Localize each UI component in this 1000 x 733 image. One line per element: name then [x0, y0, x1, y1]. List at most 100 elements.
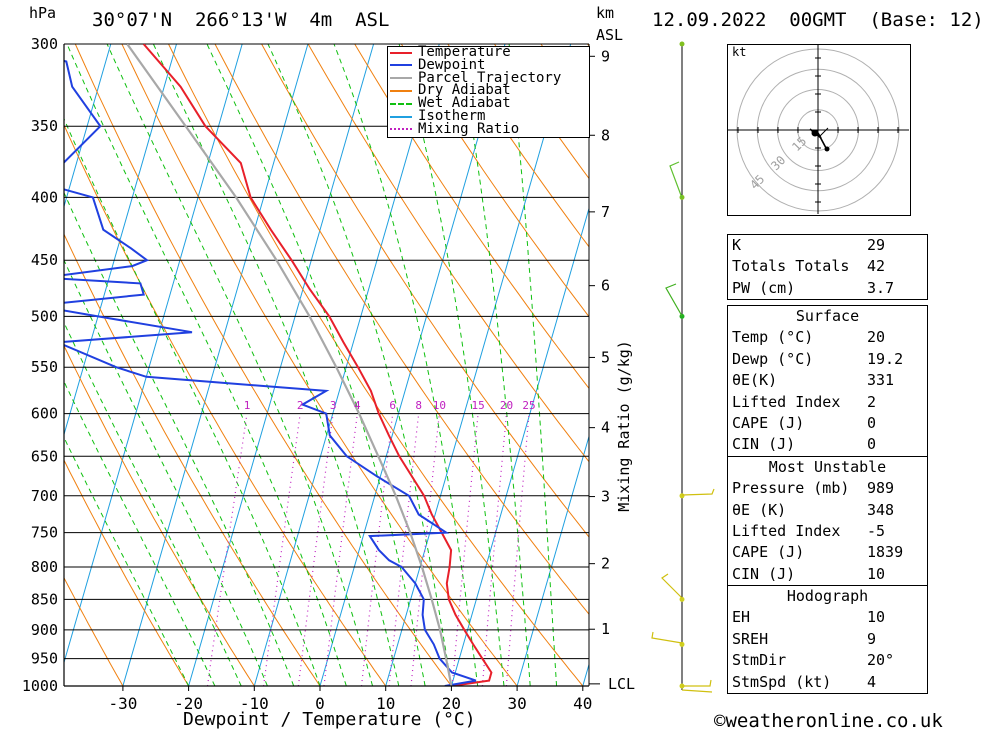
pressure-tick-label: 850: [31, 590, 58, 608]
x-tick-label: 10: [376, 694, 395, 713]
dry-adiabat-line: [64, 123, 387, 686]
index-row: Lifted Index -5: [728, 521, 927, 542]
pressure-tick-label: 950: [31, 650, 58, 668]
index-row: Dewp (°C) 19.2: [728, 349, 927, 370]
isotherm-line: [385, 44, 572, 686]
mixing-ratio-line: [297, 413, 334, 686]
legend-swatch: [390, 77, 412, 80]
index-row: Temp (°C) 20: [728, 327, 927, 348]
index-label: EH: [732, 608, 751, 627]
index-value: 29: [867, 236, 886, 254]
asl-label: ASL: [596, 26, 624, 44]
km-tick-label: 7: [601, 203, 610, 221]
index-label: Totals Totals: [732, 257, 850, 276]
wet-adiabat-line: [333, 44, 479, 686]
pressure-tick-label: 750: [31, 524, 58, 542]
km-tick-label: 9: [601, 47, 610, 65]
mixing-ratio-label: 4: [354, 399, 361, 412]
x-tick-label: 0: [315, 694, 325, 713]
indices-main-table: K 29 Totals Totals 42 PW (cm) 3.7: [727, 234, 928, 301]
isotherm-line: [122, 44, 309, 686]
pressure-tick-label: 800: [31, 558, 58, 576]
dry-adiabat-line: [447, 44, 589, 248]
index-label: Pressure (mb): [732, 479, 850, 498]
wind-level-dot: [679, 596, 685, 602]
wind-barb: [681, 488, 715, 496]
legend-swatch: [390, 102, 412, 105]
km-tick-label: 1: [601, 620, 610, 638]
legend-label: Dry Adiabat: [418, 82, 511, 99]
isotherm-line: [516, 434, 589, 686]
index-row: Lifted Index 2: [728, 392, 927, 413]
wind-barb: [651, 631, 683, 644]
x-tick-label: -10: [240, 694, 269, 713]
datetime-title: 12.09.2022 00GMT (Base: 12): [652, 9, 984, 31]
dry-adiabat-line: [64, 576, 124, 686]
hodograph-storm-motion: [824, 146, 830, 152]
legend: Temperature Dewpoint Parcel Trajectory Dry …: [387, 44, 590, 138]
mixing-ratio-axis-label: Mixing Ratio (g/kg): [615, 340, 633, 512]
hodograph-point: [811, 129, 819, 137]
index-label: SREH: [732, 629, 769, 648]
legend-label: Temperature: [418, 44, 511, 60]
index-label: CAPE (J): [732, 413, 805, 432]
index-row: θE (K) 348: [728, 500, 927, 521]
pressure-tick-label: 650: [31, 447, 58, 465]
km-tick-label: 6: [601, 277, 610, 295]
km-tick-label: 8: [601, 126, 610, 144]
location-title: 30°07'N 266°13'W 4m ASL: [92, 9, 390, 31]
legend-label: Wet Adiabat: [418, 95, 511, 112]
legend-item-mixing-ratio: Mixing Ratio: [390, 122, 519, 136]
indices-detail-table: Surface Temp (°C) 20 Dewp (°C) 19.2 θE(K) 331 L…: [727, 305, 928, 695]
legend-swatch: [390, 89, 412, 92]
index-value: 9: [867, 629, 877, 648]
wet-adiabat-line: [508, 44, 557, 686]
credit-link[interactable]: ©weatheronline.co.uk: [714, 710, 943, 732]
dry-adiabat-line: [261, 44, 589, 538]
legend-swatch: [390, 64, 412, 67]
km-tick-label: 4: [601, 419, 610, 437]
legend-label: Parcel Trajectory: [418, 69, 562, 86]
index-value: 348: [867, 500, 895, 519]
index-value: 0: [867, 435, 877, 454]
mixing-ratio-label: 8: [415, 399, 422, 412]
index-label: CIN (J): [732, 564, 796, 583]
legend-swatch: [390, 51, 412, 54]
mixing-ratio-label: 20: [500, 399, 513, 412]
index-row: StmSpd (kt) 4: [728, 672, 927, 693]
isotherm-line: [253, 44, 440, 686]
legend-item-isotherm: Isotherm: [390, 109, 485, 123]
index-row: PW (cm) 3.7: [728, 278, 927, 299]
index-label: θE (K): [732, 500, 787, 519]
index-value: 0: [867, 413, 877, 432]
pressure-tick-label: 300: [31, 35, 58, 53]
mixing-ratio-label: 2: [297, 399, 304, 412]
dewpoint-series: [64, 59, 477, 686]
pressure-tick-label: 550: [31, 358, 58, 376]
wind-barb: [682, 679, 712, 687]
lcl-label: LCL: [608, 675, 635, 693]
dry-adiabat-line: [74, 44, 452, 686]
km-tick-label: 2: [601, 555, 610, 573]
wind-barb: [681, 689, 713, 693]
x-tick-label: -20: [174, 694, 203, 713]
hodograph-unit: kt: [732, 45, 747, 59]
index-label: CIN (J): [732, 435, 796, 454]
legend-item-dewpoint: Dewpoint: [390, 58, 485, 72]
wind-barb: [665, 283, 683, 317]
mixing-ratio-label: 15: [472, 399, 485, 412]
index-value: 331: [867, 371, 895, 390]
index-row: CAPE (J) 1839: [728, 542, 927, 563]
section-title: Surface: [795, 307, 860, 325]
legend-item-dry-adiabat: Dry Adiabat: [390, 82, 511, 99]
index-label: K: [732, 236, 742, 254]
wind-level-dot: [679, 313, 685, 319]
wind-barb: [661, 573, 683, 599]
index-value: 19.2: [867, 349, 904, 368]
section-title: Most Unstable: [728, 455, 927, 478]
wind-level-dot: [679, 41, 685, 47]
index-row: CAPE (J) 0: [728, 413, 927, 434]
x-tick-label: 40: [573, 694, 592, 713]
hodograph-arrow: [819, 127, 829, 137]
